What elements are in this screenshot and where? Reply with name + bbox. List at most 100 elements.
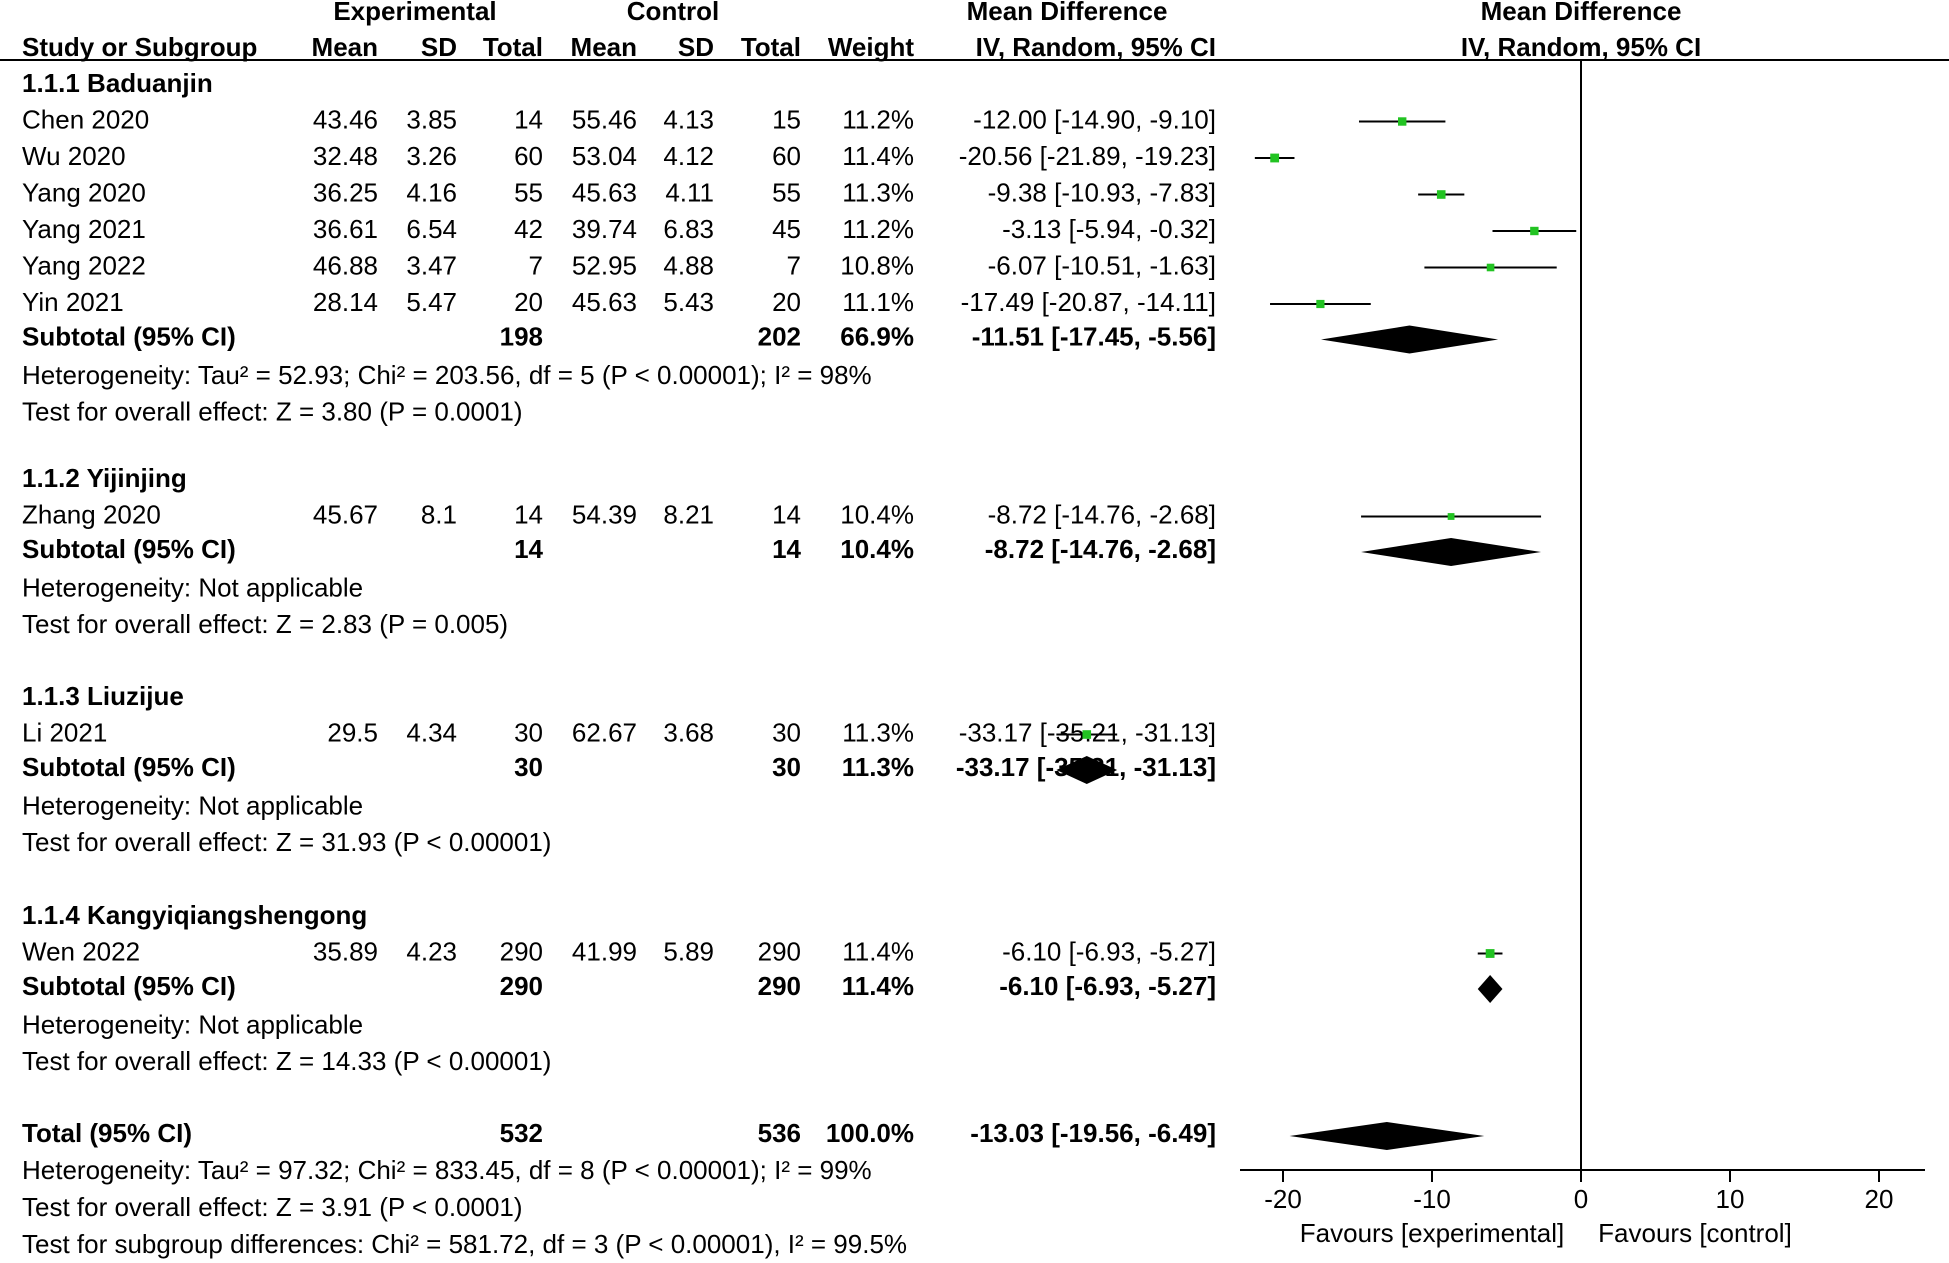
effect-ci: -17.49 [-20.87, -14.11] xyxy=(961,287,1216,317)
total-label: Total (95% CI) xyxy=(22,1118,192,1148)
heterogeneity: Heterogeneity: Not applicable xyxy=(22,791,363,821)
mean-ctrl: 62.67 xyxy=(572,718,637,748)
sd-ctrl: 5.89 xyxy=(663,937,714,967)
study-name: Zhang 2020 xyxy=(22,500,161,530)
subtotal-total-ctrl: 202 xyxy=(758,322,801,352)
overall-effect: Test for overall effect: Z = 3.80 (P = 0… xyxy=(22,397,523,427)
study-marker xyxy=(1316,299,1325,309)
x-tick-label: 10 xyxy=(1716,1184,1745,1214)
effect-ci: -6.07 [-10.51, -1.63] xyxy=(988,251,1216,281)
subtotal-total-exp: 290 xyxy=(500,971,543,1001)
subgroup-differences: Test for subgroup differences: Chi² = 58… xyxy=(22,1229,907,1259)
col-sd-exp: SD xyxy=(421,32,457,62)
col-total-exp: Total xyxy=(483,32,543,62)
favours-control: Favours [control] xyxy=(1598,1218,1792,1248)
subtotal-total-exp: 30 xyxy=(514,752,543,782)
sd-ctrl: 3.68 xyxy=(663,718,714,748)
subgroup-title: 1.1.3 Liuzijue xyxy=(22,681,184,711)
total-ctrl: 45 xyxy=(772,214,801,244)
total-exp: 290 xyxy=(500,937,543,967)
total-total-ctrl: 536 xyxy=(758,1118,801,1148)
study-marker xyxy=(1486,263,1495,272)
effect-ci: -12.00 [-14.90, -9.10] xyxy=(973,105,1216,135)
mean-exp: 46.88 xyxy=(313,251,378,281)
subtotal-total-exp: 14 xyxy=(514,534,543,564)
header-control: Control xyxy=(627,0,719,26)
sd-ctrl: 6.83 xyxy=(663,214,714,244)
subtotal-weight: 11.3% xyxy=(842,752,914,782)
sd-exp: 8.1 xyxy=(421,500,457,530)
sd-ctrl: 4.12 xyxy=(663,141,714,171)
study-name: Yin 2021 xyxy=(22,287,124,317)
col-sd-ctrl: SD xyxy=(678,32,714,62)
sd-ctrl: 5.43 xyxy=(663,287,714,317)
total-ctrl: 14 xyxy=(772,500,801,530)
x-tick-label: 20 xyxy=(1865,1184,1894,1214)
sd-exp: 4.34 xyxy=(406,718,457,748)
mean-exp: 36.61 xyxy=(313,214,378,244)
total-total-exp: 532 xyxy=(500,1118,543,1148)
study-marker xyxy=(1485,949,1495,958)
study-marker xyxy=(1447,513,1455,520)
study-marker xyxy=(1270,153,1280,163)
subtotal-total-exp: 198 xyxy=(500,322,543,352)
subgroup-title: 1.1.1 Baduanjin xyxy=(22,68,213,98)
sd-exp: 4.16 xyxy=(406,178,457,208)
total-exp: 30 xyxy=(514,718,543,748)
sd-exp: 5.47 xyxy=(406,287,457,317)
mean-ctrl: 55.46 xyxy=(572,105,637,135)
overall-effect: Test for overall effect: Z = 2.83 (P = 0… xyxy=(22,609,508,639)
effect-ci: -3.13 [-5.94, -0.32] xyxy=(1002,214,1216,244)
weight: 10.8% xyxy=(840,251,914,281)
header-experimental: Experimental xyxy=(333,0,496,26)
subtotal-diamond xyxy=(1361,538,1542,566)
overall-effect: Test for overall effect: Z = 31.93 (P < … xyxy=(22,827,551,857)
overall-effect: Test for overall effect: Z = 14.33 (P < … xyxy=(22,1046,551,1076)
subtotal-diamond xyxy=(1320,325,1499,354)
effect-ci: -6.10 [-6.93, -5.27] xyxy=(1002,937,1216,967)
col-mean-exp: Mean xyxy=(312,32,378,62)
total-exp: 14 xyxy=(514,500,543,530)
study-name: Yang 2021 xyxy=(22,214,146,244)
weight: 11.4% xyxy=(842,141,914,171)
mean-ctrl: 53.04 xyxy=(572,141,637,171)
heterogeneity: Heterogeneity: Not applicable xyxy=(22,573,363,603)
mean-exp: 36.25 xyxy=(313,178,378,208)
sd-exp: 6.54 xyxy=(406,214,457,244)
mean-ctrl: 39.74 xyxy=(572,214,637,244)
mean-ctrl: 52.95 xyxy=(572,251,637,281)
study-name: Yang 2022 xyxy=(22,251,146,281)
subtotal-weight: 11.4% xyxy=(842,971,914,1001)
heterogeneity: Heterogeneity: Tau² = 52.93; Chi² = 203.… xyxy=(22,360,872,390)
total-ctrl: 15 xyxy=(772,105,801,135)
effect-ci: -8.72 [-14.76, -2.68] xyxy=(988,500,1216,530)
sd-ctrl: 4.13 xyxy=(663,105,714,135)
weight: 11.1% xyxy=(842,287,914,317)
subtotal-label: Subtotal (95% CI) xyxy=(22,322,236,352)
sd-ctrl: 4.88 xyxy=(663,251,714,281)
mean-exp: 32.48 xyxy=(313,141,378,171)
total-exp: 20 xyxy=(514,287,543,317)
study-name: Yang 2020 xyxy=(22,178,146,208)
x-tick-label: 0 xyxy=(1574,1184,1588,1214)
subtotal-label: Subtotal (95% CI) xyxy=(22,971,236,1001)
study-marker xyxy=(1398,117,1407,126)
total-exp: 60 xyxy=(514,141,543,171)
total-overall-effect: Test for overall effect: Z = 3.91 (P < 0… xyxy=(22,1192,523,1222)
col-mean-ctrl: Mean xyxy=(571,32,637,62)
weight: 11.4% xyxy=(842,937,914,967)
x-tick-label: -20 xyxy=(1264,1184,1302,1214)
header-mean-difference: Mean Difference xyxy=(967,0,1168,26)
col-total-ctrl: Total xyxy=(741,32,801,62)
total-weight: 100.0% xyxy=(826,1118,914,1148)
subtotal-ci: -11.51 [-17.45, -5.56] xyxy=(972,322,1216,352)
total-exp: 55 xyxy=(514,178,543,208)
mean-ctrl: 41.99 xyxy=(572,937,637,967)
weight: 10.4% xyxy=(840,500,914,530)
total-ctrl: 290 xyxy=(758,937,801,967)
sd-exp: 4.23 xyxy=(406,937,457,967)
study-marker xyxy=(1082,730,1092,739)
sd-ctrl: 8.21 xyxy=(663,500,714,530)
subtotal-weight: 66.9% xyxy=(840,322,914,352)
header-mean-difference-plot: Mean Difference xyxy=(1481,0,1682,26)
